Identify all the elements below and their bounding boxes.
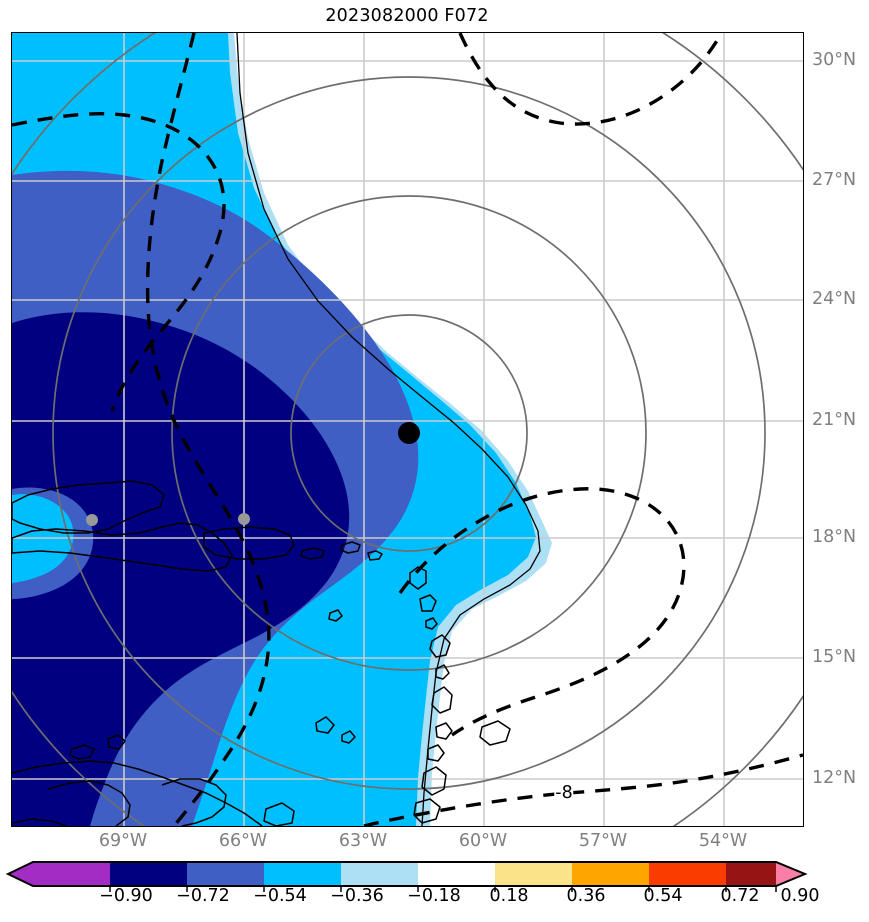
range-rings: [12, 33, 803, 826]
colorbar-tick-label-3: −0.36: [330, 886, 384, 906]
colorbar-tick-label-8: 0.72: [720, 886, 760, 906]
colorbar-swatches: [8, 862, 805, 886]
contour-solid-zero: [236, 33, 541, 826]
colorbar-tick-label-0: −0.90: [99, 886, 153, 906]
colorbar-swatch-1[interactable]: [110, 862, 187, 886]
colorbar-ticks: [109, 886, 777, 892]
map-plot-area[interactable]: -8: [11, 32, 804, 827]
station-hispaniola-marker[interactable]: [86, 514, 98, 526]
lat-tick-27n: 27°N: [812, 170, 857, 190]
lat-tick-30n: 30°N: [812, 50, 857, 70]
lat-tick-24n: 24°N: [812, 289, 857, 309]
colorbar-outline: [5, 861, 808, 887]
station-puerto-rico-marker[interactable]: [238, 513, 250, 525]
lon-tick-54w: 54°W: [698, 831, 748, 851]
colorbar-canvas: [5, 861, 808, 892]
lat-tick-12n: 12°N: [812, 768, 857, 788]
colorbar-swatch-9[interactable]: [726, 862, 776, 886]
colorbar-swatch-2[interactable]: [187, 862, 264, 886]
lon-tick-63w: 63°W: [338, 831, 388, 851]
lon-tick-69w: 69°W: [98, 831, 148, 851]
colorbar-swatch-8[interactable]: [649, 862, 726, 886]
colorbar-swatch-0[interactable]: [33, 862, 110, 886]
colorbar-swatch-5[interactable]: [418, 862, 495, 886]
colorbar-swatch-4[interactable]: [341, 862, 418, 886]
coastlines: [12, 480, 511, 826]
colorbar-tick-label-5: 0.18: [489, 886, 529, 906]
colorbar-swatch-over[interactable]: [776, 862, 805, 886]
lon-tick-66w: 66°W: [218, 831, 268, 851]
colorbar-tick-label-9: 0.90: [780, 886, 820, 906]
map-canvas: [12, 33, 803, 826]
colorbar-tick-label-6: 0.36: [566, 886, 606, 906]
colorbar-tick-label-7: 0.54: [643, 886, 683, 906]
graticule-gridlines: [12, 33, 803, 826]
lat-tick-18n: 18°N: [812, 527, 857, 547]
colorbar-swatch-7[interactable]: [572, 862, 649, 886]
colorbar-swatch-under[interactable]: [8, 862, 33, 886]
lat-tick-15n: 15°N: [812, 647, 857, 667]
lon-tick-60w: 60°W: [458, 831, 508, 851]
lon-tick-57w: 57°W: [578, 831, 628, 851]
colorbar-swatch-3[interactable]: [264, 862, 341, 886]
colorbar-tick-label-1: −0.72: [176, 886, 230, 906]
colorbar-tick-label-2: −0.54: [253, 886, 307, 906]
page-title: 2023082000 F072: [325, 6, 489, 26]
contour-label-minus8: -8: [554, 783, 574, 803]
contours-dashed: [12, 33, 803, 826]
colorbar-swatch-6[interactable]: [495, 862, 572, 886]
colorbar-tick-label-4: −0.18: [407, 886, 461, 906]
lat-tick-21n: 21°N: [812, 410, 857, 430]
storm-center-marker[interactable]: [398, 422, 420, 444]
colorbar[interactable]: [0, 856, 869, 922]
